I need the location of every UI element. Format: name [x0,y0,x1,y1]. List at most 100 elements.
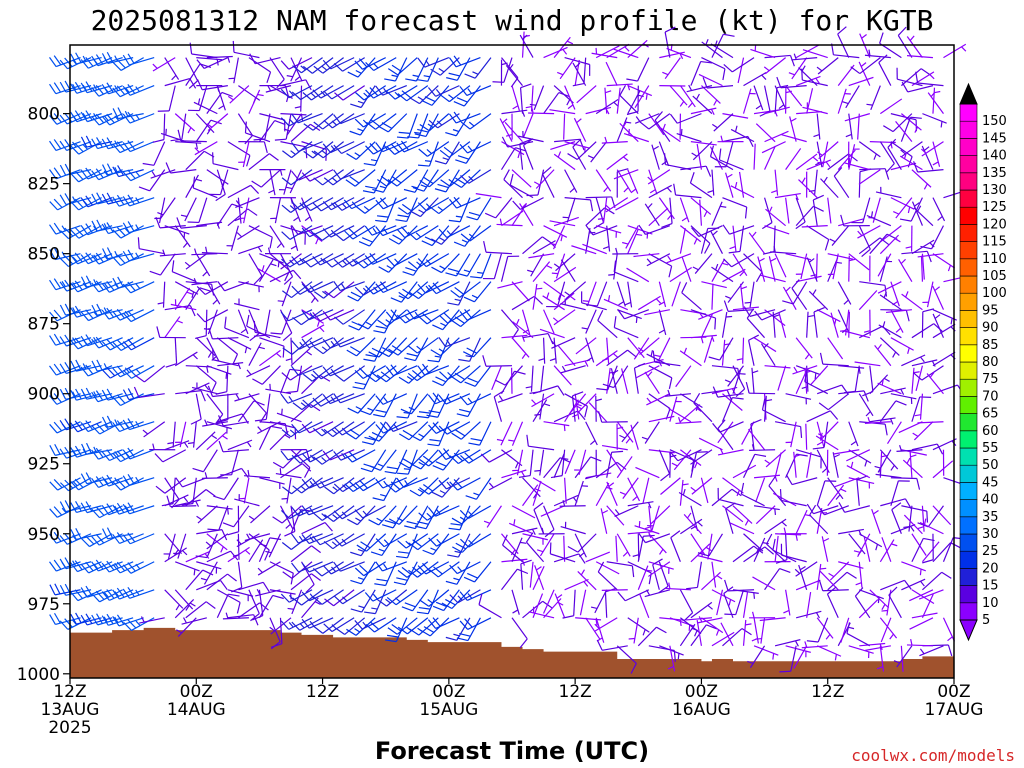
wind-barb [529,561,534,588]
wind-barb [80,613,113,626]
wind-barb [279,368,302,394]
wind-barb [792,365,818,375]
wind-barb [519,139,531,170]
wind-barb [879,400,907,423]
wind-barb [238,141,250,168]
wind-barb [795,509,812,535]
wind-barb [626,57,650,82]
wind-barb [265,85,292,93]
wind-barb [501,136,534,148]
wind-barb [542,292,565,311]
wind-barb [932,460,954,479]
wind-barb [553,453,569,478]
wind-barb [259,421,289,436]
colorbar-label: 140 [982,149,1007,164]
wind-barb [312,533,344,546]
wind-barb [664,153,692,171]
wind-barb [213,477,239,501]
wind-barb [112,502,144,515]
colorbar-label: 65 [982,407,999,422]
wind-barb [897,26,913,58]
wind-barb [549,225,566,250]
wind-barb [659,645,684,660]
wind-barb [918,589,944,600]
wind-barb [632,533,640,560]
wind-barb [164,533,182,556]
wind-barb [707,169,715,196]
wind-barb [216,203,243,226]
wind-barb [785,645,811,658]
wind-barb [553,253,576,272]
wind-barb [292,309,323,326]
wind-barb [753,505,780,516]
wind-barb [711,258,729,282]
wind-barb [606,153,629,171]
wind-barb [560,521,586,535]
wind-barb [590,589,608,614]
wind-barb [354,477,387,492]
wind-barb [492,57,513,83]
colorbar-swatch [959,585,978,604]
chart-title: 2025081312 NAM forecast wind profile (kt… [91,4,934,37]
colorbar-label: 25 [982,544,999,559]
wind-barb [206,393,224,424]
wind-barb [634,113,660,124]
wind-barb [850,57,881,75]
wind-barb [539,328,565,339]
wind-barb [450,281,481,298]
wind-barb [920,255,924,282]
wind-barb [742,88,756,114]
wind-barb [922,644,953,657]
wind-barb [155,477,187,494]
wind-barb [227,85,250,104]
wind-barb [932,285,945,310]
wind-barb [312,393,344,407]
wind-barb [511,337,530,359]
wind-barb [785,474,818,486]
wind-barb [827,477,844,500]
wind-barb [417,561,450,575]
wind-barb [816,645,842,661]
wind-barb [286,57,303,82]
wind-barb [504,121,523,143]
wind-barb [407,113,429,139]
wind-barb [244,121,271,143]
wind-barb [911,201,923,226]
wind-barb [857,225,881,239]
wind-barb [167,421,176,448]
wind-barb [877,253,892,277]
wind-barb [396,113,418,139]
wind-barb [369,449,397,471]
wind-barb [890,162,917,171]
wind-barb [911,367,920,394]
wind-barb [91,613,123,626]
wind-barb [615,197,639,211]
wind-barb [942,617,956,642]
wind-barb [893,197,913,219]
wind-barb [501,568,529,591]
wind-barb [312,421,344,437]
wind-barb [597,197,608,224]
wind-barb [280,85,313,99]
wind-barb [932,313,945,338]
wind-barb [184,253,208,270]
wind-barb [173,533,187,559]
wind-barb [808,289,829,311]
wind-barb [323,113,355,129]
wind-barb [816,617,834,640]
x-axis-label: Forecast Time (UTC) [375,737,649,765]
wind-barb [903,505,913,532]
wind-barb [690,334,717,342]
wind-barb [322,393,355,405]
wind-barb [605,197,629,213]
wind-barb [680,518,703,535]
wind-barb [505,63,523,86]
x-tick-label: 16AUG [672,700,731,720]
colorbar-label: 15 [982,579,999,594]
wind-barb [725,172,734,198]
wind-barb [927,91,944,114]
wind-barb [192,449,218,473]
wind-barb [810,253,818,280]
colorbar-swatch [959,447,978,466]
wind-barb [806,257,818,282]
